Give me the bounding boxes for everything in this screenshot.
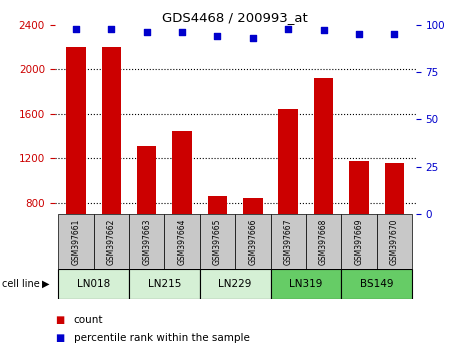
Point xyxy=(390,32,398,37)
Bar xyxy=(58,269,129,299)
Bar xyxy=(66,47,86,292)
Bar xyxy=(200,214,235,269)
Point xyxy=(285,26,292,32)
Bar xyxy=(94,214,129,269)
Text: LN319: LN319 xyxy=(289,279,323,289)
Text: GSM397667: GSM397667 xyxy=(284,218,293,265)
Bar xyxy=(306,214,342,269)
Text: GSM397665: GSM397665 xyxy=(213,218,222,265)
Text: GSM397670: GSM397670 xyxy=(390,218,399,265)
Bar xyxy=(349,161,369,292)
Bar xyxy=(102,47,121,292)
Bar xyxy=(172,131,192,292)
Text: GSM397666: GSM397666 xyxy=(248,218,257,265)
Bar xyxy=(164,214,200,269)
Point xyxy=(214,33,221,39)
Point xyxy=(107,26,115,32)
Bar xyxy=(200,269,271,299)
Point xyxy=(143,29,151,35)
Title: GDS4468 / 200993_at: GDS4468 / 200993_at xyxy=(162,11,308,24)
Bar xyxy=(208,196,227,292)
Bar xyxy=(314,78,333,292)
Text: GSM397669: GSM397669 xyxy=(354,218,363,265)
Text: percentile rank within the sample: percentile rank within the sample xyxy=(74,333,249,343)
Bar xyxy=(271,269,342,299)
Point xyxy=(249,35,256,41)
Bar xyxy=(129,269,200,299)
Text: BS149: BS149 xyxy=(360,279,393,289)
Bar xyxy=(377,214,412,269)
Text: GSM397668: GSM397668 xyxy=(319,218,328,265)
Text: ■: ■ xyxy=(55,333,64,343)
Text: count: count xyxy=(74,315,103,325)
Bar xyxy=(235,214,271,269)
Point xyxy=(72,26,80,32)
Point xyxy=(355,32,363,37)
Point xyxy=(178,29,186,35)
Bar xyxy=(342,269,412,299)
Text: GSM397661: GSM397661 xyxy=(71,218,80,265)
Bar xyxy=(278,109,298,292)
Bar xyxy=(271,214,306,269)
Text: GSM397662: GSM397662 xyxy=(107,218,116,265)
Bar xyxy=(385,164,404,292)
Bar xyxy=(129,214,164,269)
Text: cell line: cell line xyxy=(2,279,40,289)
Bar xyxy=(342,214,377,269)
Bar xyxy=(243,198,263,292)
Text: ■: ■ xyxy=(55,315,64,325)
Point xyxy=(320,28,327,33)
Text: ▶: ▶ xyxy=(42,279,50,289)
Text: LN018: LN018 xyxy=(77,279,110,289)
Text: GSM397664: GSM397664 xyxy=(178,218,187,265)
Text: LN215: LN215 xyxy=(148,279,181,289)
Bar xyxy=(137,146,156,292)
Text: GSM397663: GSM397663 xyxy=(142,218,151,265)
Bar xyxy=(58,214,94,269)
Text: LN229: LN229 xyxy=(218,279,252,289)
